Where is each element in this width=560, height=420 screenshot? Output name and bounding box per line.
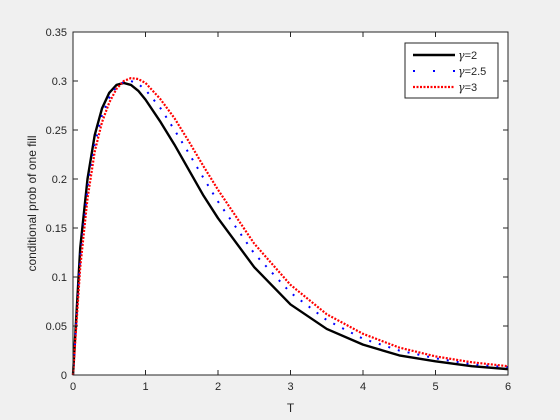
series-line-3 [71, 76, 509, 376]
legend-value: =2 [465, 50, 478, 62]
series-line-1 [71, 81, 509, 376]
y-tick-label: 0.35 [46, 27, 67, 39]
x-tick-label: 6 [505, 381, 511, 393]
series-layer [71, 76, 509, 376]
legend-box [404, 42, 499, 99]
x-tick-label: 0 [70, 381, 76, 393]
x-tick-label: 2 [215, 381, 221, 393]
x-tick-label: 1 [142, 381, 148, 393]
y-tick-label: 0.2 [52, 174, 67, 186]
legend-gamma-symbol: γ [458, 65, 465, 78]
y-tick-label: 0 [61, 370, 67, 382]
legend-value: =2.5 [465, 66, 487, 78]
legend-label-2: γ=2.5 [458, 65, 486, 78]
ticks-layer: 0 1 2 3 4 5 6 0 0.05 0.1 0.15 0.2 0.25 0.3 0.35 [46, 27, 511, 393]
x-axis-label: T [287, 401, 295, 415]
y-tick-label: 0.3 [52, 76, 67, 88]
legend-gamma-symbol: γ [458, 49, 465, 62]
legend-value: =3 [465, 82, 478, 94]
legend-label-1: γ=2 [458, 49, 477, 62]
y-tick-label: 0.25 [46, 125, 67, 137]
legend: γ=2γ=2.5γ=3 [404, 42, 499, 99]
x-tick-label: 4 [360, 381, 366, 393]
y-tick-label: 0.1 [52, 272, 67, 284]
y-axis-label: conditional prob of one fill [25, 135, 39, 271]
x-tick-label: 3 [287, 381, 293, 393]
y-tick-label: 0.15 [46, 223, 67, 235]
legend-gamma-symbol: γ [458, 81, 465, 94]
legend-label-3: γ=3 [458, 81, 477, 94]
y-tick-label: 0.05 [46, 321, 67, 333]
x-tick-label: 5 [432, 381, 438, 393]
